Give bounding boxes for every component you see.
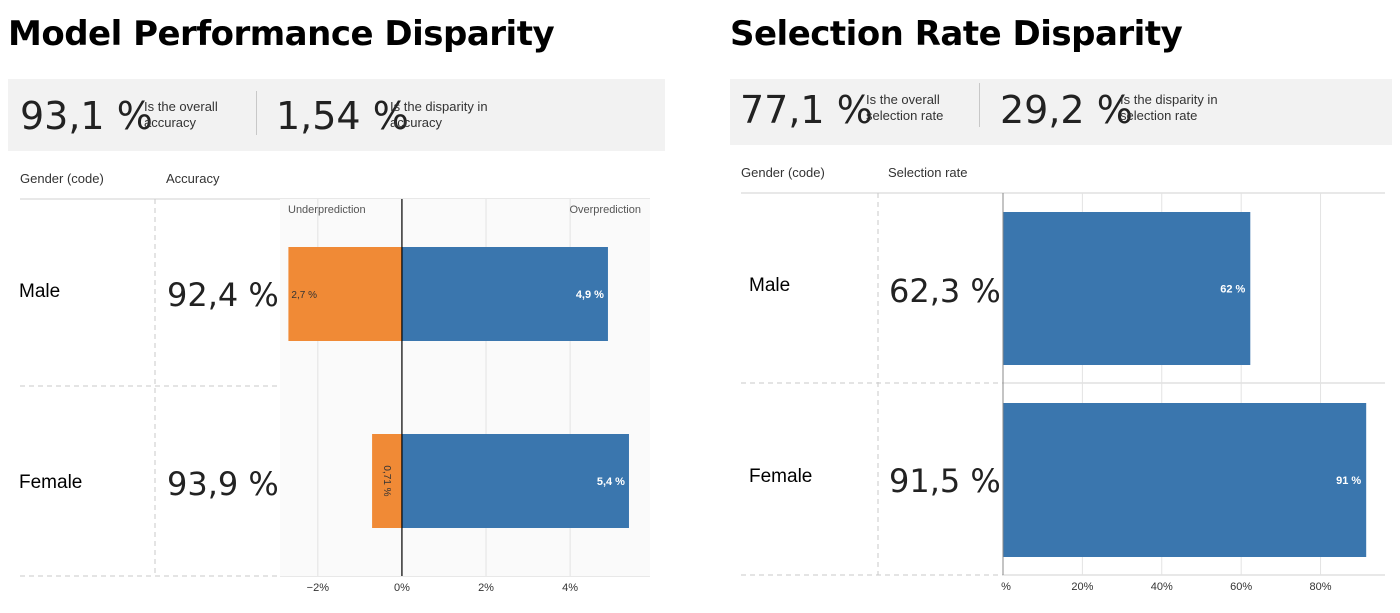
accuracy-disparity-value: 1,54 % [276, 94, 409, 138]
row-value-male-accuracy: 92,4 % [167, 276, 279, 314]
x-tick-label: 60% [1230, 581, 1252, 593]
bar-overprediction-female [401, 434, 629, 528]
row-value-female-selection: 91,5 % [889, 462, 1001, 500]
data-label-overprediction: 4,9 % [576, 289, 604, 301]
x-tick-label: 80% [1310, 581, 1332, 593]
x-tick-label: 20% [1071, 581, 1093, 593]
column-header-group: Gender (code) [741, 165, 825, 180]
row-label-female: Female [19, 472, 83, 493]
overall-selection-value: 77,1 % [740, 88, 873, 132]
x-tick-label: % [1001, 581, 1011, 593]
accuracy-disparity-label: Is the disparity in accuracy [390, 99, 488, 130]
x-tick-label: 4% [562, 582, 578, 594]
selection-disparity-label: Is the disparity in selection rate [1120, 92, 1218, 123]
bar-selection-rate-female [1003, 403, 1367, 557]
row-label-male: Male [749, 275, 791, 296]
row-value-male-selection: 62,3 % [889, 272, 1001, 310]
table-lines-selection [741, 192, 1385, 576]
x-tick-label: 2% [478, 582, 494, 594]
x-tick-label: 40% [1151, 581, 1173, 593]
panel-title-performance: Model Performance Disparity [8, 14, 555, 54]
bar-selection-rate-male [1003, 212, 1251, 365]
column-header-selection-rate: Selection rate [888, 165, 968, 180]
data-label-overprediction: 5,4 % [597, 476, 625, 488]
row-value-female-accuracy: 93,9 % [167, 465, 279, 503]
series-label-overprediction: Overprediction [569, 204, 641, 216]
overall-accuracy-label: Is the overall accuracy [144, 99, 218, 130]
overall-selection-label: Is the overall selection rate [866, 92, 944, 123]
x-tick-label: 0% [394, 582, 410, 594]
chart-selection-rate: % 20% 40% 60% 80% 62 % 91 % [1001, 193, 1367, 593]
bar-underprediction-male [288, 247, 402, 341]
summary-bar-selection: 77,1 % Is the overall selection rate 29,… [730, 79, 1392, 145]
row-label-male: Male [19, 281, 61, 302]
bar-underprediction-female [372, 434, 402, 528]
column-header-group: Gender (code) [20, 171, 104, 186]
summary-bar-performance: 93,1 % Is the overall accuracy 1,54 % Is… [8, 79, 665, 151]
panel-title-selection: Selection Rate Disparity [730, 14, 1183, 54]
bar-overprediction-male [401, 247, 608, 341]
x-tick-label: −2% [307, 582, 330, 594]
data-label-underprediction: 2,7 % [291, 290, 317, 301]
row-label-female: Female [749, 466, 813, 487]
overall-accuracy-value: 93,1 % [20, 94, 153, 138]
data-label-selection-rate: 62 % [1220, 284, 1245, 296]
summary-divider [979, 83, 980, 127]
column-header-accuracy: Accuracy [166, 171, 220, 186]
data-label-underprediction: 0,71 % [381, 465, 392, 496]
selection-disparity-value: 29,2 % [1000, 88, 1133, 132]
summary-divider [256, 91, 257, 135]
data-label-selection-rate: 91 % [1336, 475, 1361, 487]
chart-error-disparity: −2% 0% 2% 4% Underprediction Overprediction 4,… [288, 199, 641, 594]
series-label-underprediction: Underprediction [288, 204, 366, 216]
